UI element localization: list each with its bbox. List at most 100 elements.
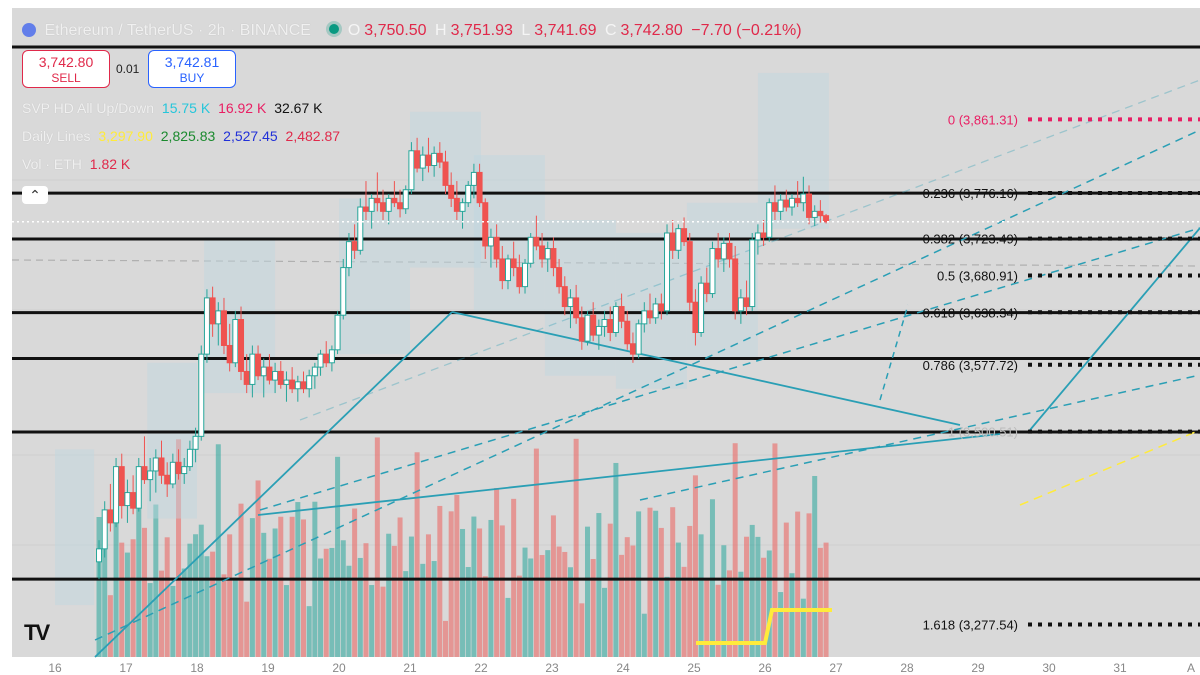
candle-body <box>169 461 176 485</box>
svp-legend[interactable]: SVP HD All Up/Down 15.75 K 16.92 K 32.67… <box>22 100 326 116</box>
volume-bar <box>562 551 568 657</box>
candle-body <box>220 310 227 346</box>
candle-body <box>703 282 710 295</box>
volume-bar <box>153 504 159 657</box>
svp-total-value: 32.67 K <box>274 100 323 116</box>
volume-bar <box>755 536 761 657</box>
candle-body <box>96 548 103 563</box>
svp-down-value: 16.92 K <box>218 100 267 116</box>
volume-bar <box>800 598 806 657</box>
candle-body <box>766 202 773 238</box>
candle-body <box>362 206 369 212</box>
chevron-up-icon[interactable]: ⌃ <box>22 186 48 204</box>
sell-button[interactable]: 3,742.80 SELL <box>22 50 110 88</box>
fib-label: 0 (3,861.31) <box>948 112 1018 127</box>
candle-body <box>601 319 608 327</box>
volume-bar <box>397 517 403 657</box>
open-key: O <box>347 22 361 39</box>
volume-bar <box>675 542 681 657</box>
open-value: 3,750.50 <box>364 22 427 39</box>
dashed-reference-line <box>11 259 1200 267</box>
volume-bar <box>278 516 284 657</box>
x-tick-label: 30 <box>1042 661 1056 675</box>
candle-body <box>584 314 591 342</box>
volume-bar <box>516 575 522 657</box>
volume-bar <box>443 620 448 657</box>
volume-bar <box>431 561 437 657</box>
volume-bar <box>414 452 420 657</box>
candle-body <box>658 303 665 312</box>
symbol-title[interactable]: Ethereum / TetherUS · 2h · BINANCE <box>44 22 311 39</box>
daily-lines-legend[interactable]: Daily Lines 3,297.90 2,825.83 2,527.45 2… <box>22 128 344 144</box>
volume-bar <box>159 570 164 657</box>
volume-bar <box>482 576 488 657</box>
volume-bar <box>380 586 386 657</box>
candle-body <box>272 370 279 381</box>
uptrend-line <box>94 311 453 658</box>
x-tick-label: 22 <box>474 661 488 675</box>
volume-profile-box-8 <box>686 202 758 359</box>
candle-body <box>232 319 239 364</box>
volume-legend[interactable]: Vol · ETH 1.82 K <box>22 156 134 172</box>
x-tick-label: 18 <box>190 661 204 675</box>
candle-body <box>681 228 688 243</box>
volume-bar <box>215 444 221 657</box>
candle-body <box>652 303 659 319</box>
volume-bar <box>437 505 443 657</box>
candle-body <box>118 466 125 507</box>
close-value: 3,742.80 <box>620 22 683 39</box>
candle-body <box>760 232 767 238</box>
fib-label: 1 (3,500.51) <box>948 425 1018 440</box>
volume-bar <box>533 448 539 657</box>
close-key: C <box>604 22 617 39</box>
candle-body <box>317 353 324 368</box>
candle-body <box>737 297 744 312</box>
candle-body <box>186 448 193 468</box>
volume-bar <box>136 467 142 657</box>
buy-button[interactable]: 3,742.81 BUY <box>148 50 236 88</box>
candle-body <box>493 236 500 260</box>
time-axis-background <box>0 657 1200 675</box>
candle-body <box>215 310 222 325</box>
candle-body <box>482 202 489 247</box>
fib-label: 0.236 (3,776.16) <box>923 186 1018 201</box>
candle-body <box>510 258 517 269</box>
volume-bar <box>266 558 272 657</box>
x-tick-label: 23 <box>545 661 559 675</box>
volume-bar <box>471 516 477 657</box>
volume-bar <box>289 516 295 657</box>
candle-body <box>357 206 364 251</box>
x-tick-label: 29 <box>971 661 985 675</box>
volume-bar <box>425 534 431 657</box>
candle-body <box>487 236 494 247</box>
volume-bar <box>494 487 500 657</box>
candle-body <box>516 267 523 288</box>
volume-bar <box>670 507 676 657</box>
candle-body <box>453 197 460 212</box>
volume-bar <box>255 480 261 657</box>
volume-bar <box>653 510 659 657</box>
volume-bar <box>283 585 289 657</box>
candle-body <box>698 282 705 333</box>
volume-bar <box>107 595 113 657</box>
volume-bar <box>176 439 182 657</box>
volume-bar <box>539 555 545 657</box>
volume-bar <box>272 528 278 657</box>
volume-bar <box>477 528 483 657</box>
high-value: 3,751.93 <box>450 22 513 39</box>
candle-body <box>198 353 205 437</box>
candle-body <box>209 297 216 325</box>
volume-bar <box>391 545 397 657</box>
volume-bar <box>340 540 346 657</box>
volume-bar <box>681 566 687 657</box>
candle-body <box>175 461 182 475</box>
x-tick-label: 27 <box>829 661 843 675</box>
volume-bar <box>181 568 187 657</box>
volume-bar <box>630 545 636 657</box>
candle-body <box>709 248 716 295</box>
daily-line-2: 2,825.83 <box>160 128 216 144</box>
candle-body <box>646 310 653 319</box>
volume-bar <box>744 536 750 657</box>
